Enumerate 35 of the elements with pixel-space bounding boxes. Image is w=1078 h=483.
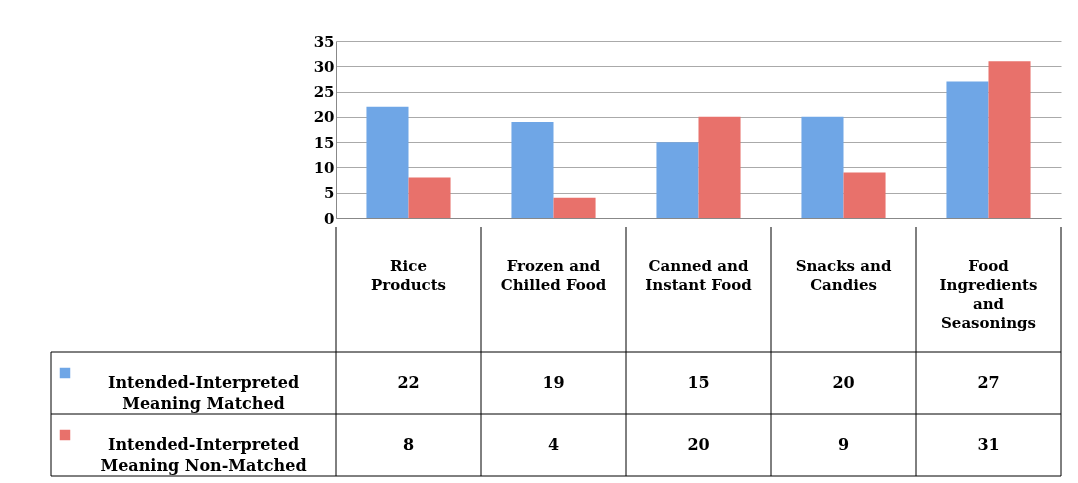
bar xyxy=(366,106,409,218)
data-label: 20 xyxy=(832,373,855,392)
bar xyxy=(946,81,989,218)
bar xyxy=(988,61,1031,218)
y-tick-label: 35 xyxy=(313,32,335,51)
data-label: 31 xyxy=(977,435,1000,454)
bar xyxy=(511,121,554,218)
data-label: 8 xyxy=(402,435,415,454)
data-label: 4 xyxy=(547,435,560,454)
bar xyxy=(553,197,596,218)
legend-label: Intended-Interpreted Meaning Matched xyxy=(107,373,300,413)
y-tick-label: 0 xyxy=(324,209,335,228)
y-tick-label: 10 xyxy=(313,158,335,177)
x-tick-label: Canned and Instant Food xyxy=(645,256,753,294)
bar xyxy=(843,172,886,218)
y-tick-label: 25 xyxy=(313,83,335,102)
x-tick-label: Snacks and Candies xyxy=(795,256,892,294)
y-tick-label: 30 xyxy=(313,57,335,76)
legend-label: Intended-Interpreted Meaning Non-Matched xyxy=(100,435,307,475)
x-tick-label: Food Ingredients and Seasonings xyxy=(939,256,1038,332)
y-tick-label: 20 xyxy=(313,108,335,127)
data-label: 27 xyxy=(977,373,1000,392)
data-label: 22 xyxy=(397,373,420,392)
data-label: 9 xyxy=(837,435,850,454)
x-tick-label: Frozen and Chilled Food xyxy=(500,256,607,294)
data-label: 15 xyxy=(687,373,710,392)
y-tick-label: 5 xyxy=(324,184,335,203)
bar xyxy=(408,177,451,218)
y-tick-label: 15 xyxy=(313,133,335,152)
bar xyxy=(698,116,741,218)
data-label: 19 xyxy=(542,373,565,392)
bar xyxy=(656,142,699,218)
x-tick-label: Rice Products xyxy=(370,256,447,294)
data-label: 20 xyxy=(687,435,710,454)
bar xyxy=(801,116,844,218)
